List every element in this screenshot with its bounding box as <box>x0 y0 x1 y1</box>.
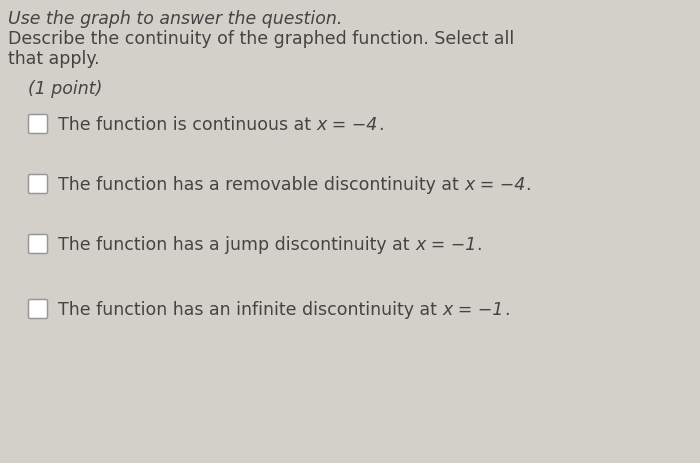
FancyBboxPatch shape <box>29 300 48 319</box>
Text: Describe the continuity of the graphed function. Select all: Describe the continuity of the graphed f… <box>8 30 514 48</box>
Text: The function is continuous at: The function is continuous at <box>58 116 316 134</box>
Text: The function has a jump discontinuity at: The function has a jump discontinuity at <box>58 236 415 253</box>
Text: The function has a removable discontinuity at: The function has a removable discontinui… <box>58 175 464 194</box>
Text: .: . <box>476 236 482 253</box>
Text: x = −1: x = −1 <box>415 236 476 253</box>
Text: Use the graph to answer the question.: Use the graph to answer the question. <box>8 10 342 28</box>
Text: .: . <box>526 175 531 194</box>
Text: that apply.: that apply. <box>8 50 99 68</box>
FancyBboxPatch shape <box>29 175 48 194</box>
Text: (1 point): (1 point) <box>28 80 102 98</box>
Text: .: . <box>503 300 509 319</box>
Text: .: . <box>378 116 384 134</box>
Text: x = −1: x = −1 <box>442 300 503 319</box>
Text: The function has an infinite discontinuity at: The function has an infinite discontinui… <box>58 300 442 319</box>
Text: x = −4: x = −4 <box>464 175 526 194</box>
FancyBboxPatch shape <box>29 115 48 134</box>
FancyBboxPatch shape <box>29 235 48 254</box>
Text: x = −4: x = −4 <box>316 116 378 134</box>
